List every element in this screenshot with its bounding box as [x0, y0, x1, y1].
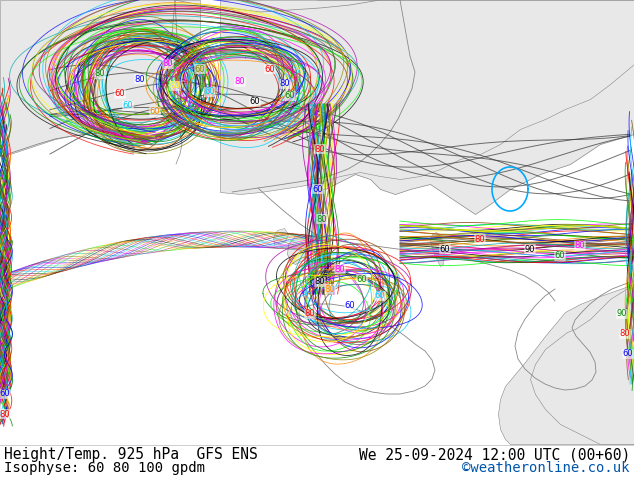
Text: 80: 80: [305, 310, 315, 318]
Text: 60: 60: [357, 274, 367, 284]
Text: 80: 80: [280, 79, 290, 89]
Text: ©weatheronline.co.uk: ©weatheronline.co.uk: [462, 461, 630, 474]
Text: 90: 90: [525, 245, 535, 253]
Text: 60: 60: [375, 292, 385, 300]
Text: 60: 60: [623, 349, 633, 359]
Text: 80: 80: [0, 410, 10, 418]
Text: 80: 80: [94, 70, 105, 78]
Text: 80: 80: [134, 74, 145, 83]
Text: 90: 90: [617, 310, 627, 318]
Text: 60: 60: [250, 98, 261, 106]
Text: 80: 80: [619, 329, 630, 339]
Text: 60: 60: [345, 301, 355, 311]
Text: 80: 80: [325, 285, 335, 294]
Text: 80: 80: [317, 215, 327, 223]
Text: 80: 80: [170, 81, 180, 91]
Text: 60: 60: [195, 65, 205, 74]
Text: 80: 80: [314, 145, 325, 153]
Text: 60: 60: [115, 90, 126, 98]
Text: 60: 60: [555, 251, 566, 261]
Text: 80: 80: [163, 59, 173, 69]
Text: 80: 80: [235, 77, 245, 87]
Text: Height/Temp. 925 hPa  GFS ENS: Height/Temp. 925 hPa GFS ENS: [4, 447, 258, 462]
Text: 60: 60: [313, 185, 323, 194]
Text: 80: 80: [574, 242, 585, 250]
Text: 60: 60: [0, 390, 10, 398]
Text: 60: 60: [264, 65, 275, 74]
Text: 60: 60: [150, 107, 160, 117]
Text: Isophyse: 60 80 100 gpdm: Isophyse: 60 80 100 gpdm: [4, 461, 205, 474]
Text: 60: 60: [123, 101, 133, 111]
Text: 60: 60: [440, 245, 450, 253]
Text: 80: 80: [314, 277, 325, 287]
Text: 80: 80: [335, 265, 346, 273]
Text: 60: 60: [285, 92, 295, 100]
Text: 60: 60: [205, 88, 216, 97]
Text: We 25-09-2024 12:00 UTC (00+60): We 25-09-2024 12:00 UTC (00+60): [359, 447, 630, 462]
Text: 80: 80: [475, 235, 485, 244]
